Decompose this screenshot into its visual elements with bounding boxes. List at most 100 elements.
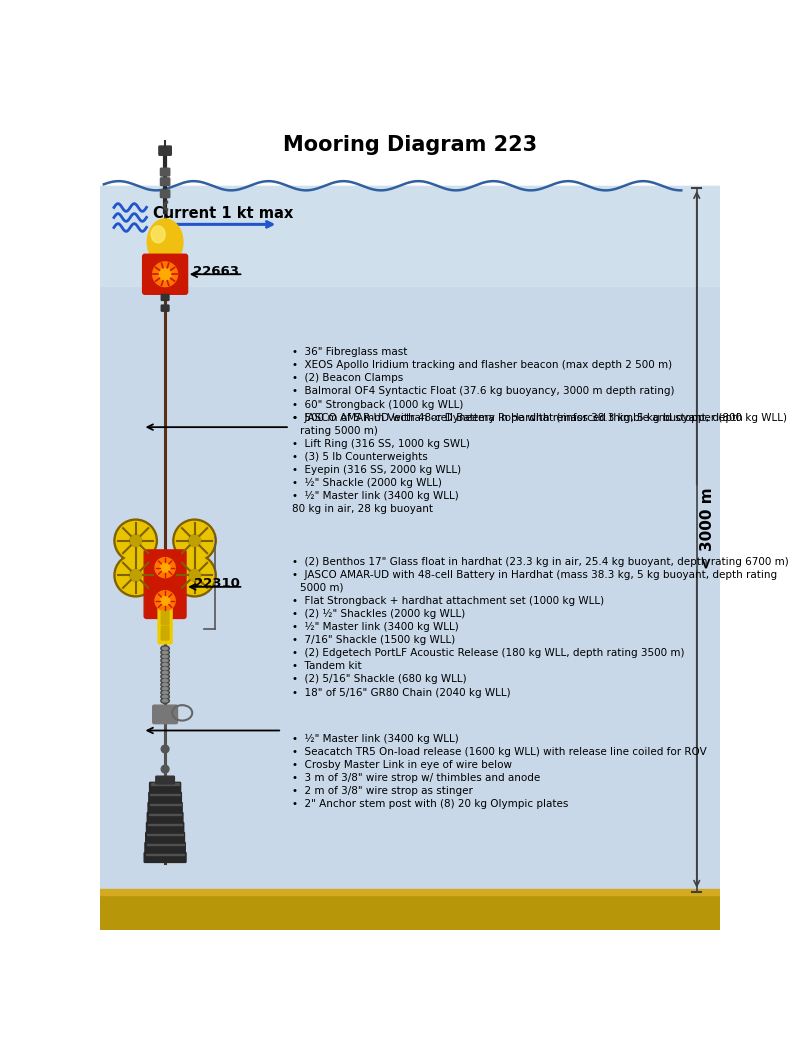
- Ellipse shape: [161, 678, 170, 683]
- Text: •  ½" Shackle (2000 kg WLL): • ½" Shackle (2000 kg WLL): [292, 478, 442, 488]
- Bar: [150, 793, 180, 794]
- Text: •  ½" Master link (3400 kg WLL): • ½" Master link (3400 kg WLL): [292, 734, 459, 744]
- Circle shape: [116, 521, 155, 560]
- Circle shape: [159, 269, 171, 280]
- FancyBboxPatch shape: [146, 833, 185, 842]
- FancyBboxPatch shape: [162, 626, 169, 640]
- Ellipse shape: [161, 682, 170, 688]
- Text: 5000 m): 5000 m): [300, 583, 343, 593]
- Bar: [149, 813, 182, 815]
- Ellipse shape: [162, 651, 168, 653]
- Circle shape: [153, 262, 178, 286]
- Text: •  500 m of 5 mm Vectran or Dyneema Rope with reinforced thimble and stopper (80: • 500 m of 5 mm Vectran or Dyneema Rope …: [292, 413, 787, 423]
- Circle shape: [175, 556, 214, 595]
- Text: •  60" Strongback (1000 kg WLL): • 60" Strongback (1000 kg WLL): [292, 399, 463, 410]
- Circle shape: [155, 590, 175, 610]
- Circle shape: [161, 563, 170, 573]
- Ellipse shape: [162, 675, 168, 678]
- Text: •  (2) 5/16" Shackle (680 kg WLL): • (2) 5/16" Shackle (680 kg WLL): [292, 674, 467, 684]
- Text: •  Tandem kit: • Tandem kit: [292, 661, 362, 671]
- FancyBboxPatch shape: [156, 776, 174, 784]
- Bar: [100, 889, 720, 896]
- Text: •  XEOS Apollo Iridium tracking and flasher beacon (max depth 2 500 m): • XEOS Apollo Iridium tracking and flash…: [292, 361, 672, 370]
- Ellipse shape: [161, 654, 170, 659]
- Ellipse shape: [161, 694, 170, 699]
- Ellipse shape: [161, 657, 170, 664]
- Circle shape: [173, 519, 216, 562]
- Text: 22310: 22310: [194, 577, 239, 590]
- Bar: [148, 823, 182, 825]
- Text: •  ½" Master link (3400 kg WLL): • ½" Master link (3400 kg WLL): [292, 622, 459, 632]
- Circle shape: [155, 558, 175, 578]
- Ellipse shape: [162, 672, 168, 674]
- Text: •  (3) 5 lb Counterweights: • (3) 5 lb Counterweights: [292, 451, 428, 462]
- Ellipse shape: [162, 679, 168, 681]
- Ellipse shape: [162, 659, 168, 661]
- FancyBboxPatch shape: [148, 803, 182, 812]
- Ellipse shape: [161, 646, 170, 651]
- Text: •  7/16" Shackle (1500 kg WLL): • 7/16" Shackle (1500 kg WLL): [292, 635, 455, 645]
- Text: Current 1 kt max: Current 1 kt max: [153, 206, 293, 220]
- Ellipse shape: [162, 696, 168, 698]
- FancyBboxPatch shape: [161, 178, 170, 186]
- FancyBboxPatch shape: [150, 783, 181, 792]
- Bar: [100, 186, 720, 286]
- Circle shape: [116, 556, 155, 595]
- Ellipse shape: [161, 698, 170, 703]
- Ellipse shape: [162, 647, 168, 650]
- Bar: [100, 890, 720, 930]
- Bar: [146, 854, 185, 855]
- FancyBboxPatch shape: [159, 146, 171, 156]
- FancyBboxPatch shape: [153, 705, 178, 723]
- FancyBboxPatch shape: [162, 610, 169, 625]
- Ellipse shape: [161, 674, 170, 679]
- Ellipse shape: [161, 670, 170, 675]
- Circle shape: [188, 570, 201, 581]
- FancyBboxPatch shape: [161, 168, 170, 176]
- Circle shape: [173, 554, 216, 597]
- FancyBboxPatch shape: [144, 550, 186, 585]
- Text: •  (2) Edgetech PortLF Acoustic Release (180 kg WLL, depth rating 3500 m): • (2) Edgetech PortLF Acoustic Release (…: [292, 648, 685, 658]
- Bar: [100, 186, 720, 893]
- Ellipse shape: [161, 650, 170, 655]
- Ellipse shape: [162, 683, 168, 686]
- Text: •  Lift Ring (316 SS, 1000 kg SWL): • Lift Ring (316 SS, 1000 kg SWL): [292, 439, 470, 448]
- Ellipse shape: [161, 661, 170, 668]
- Bar: [151, 784, 179, 785]
- Text: •  Flat Strongback + hardhat attachment set (1000 kg WLL): • Flat Strongback + hardhat attachment s…: [292, 596, 604, 606]
- Circle shape: [114, 554, 158, 597]
- Text: < 3000 m: < 3000 m: [700, 487, 715, 568]
- Circle shape: [162, 745, 169, 752]
- Ellipse shape: [162, 692, 168, 694]
- FancyBboxPatch shape: [158, 607, 172, 628]
- Text: •  Eyepin (316 SS, 2000 kg WLL): • Eyepin (316 SS, 2000 kg WLL): [292, 465, 462, 475]
- Ellipse shape: [162, 688, 168, 690]
- Text: •  (2) ½" Shackles (2000 kg WLL): • (2) ½" Shackles (2000 kg WLL): [292, 609, 466, 619]
- Circle shape: [175, 521, 214, 560]
- FancyBboxPatch shape: [145, 842, 186, 853]
- Ellipse shape: [151, 226, 165, 242]
- FancyBboxPatch shape: [162, 295, 169, 301]
- Ellipse shape: [147, 219, 183, 265]
- Circle shape: [161, 596, 170, 605]
- Bar: [150, 804, 181, 805]
- Text: •  2" Anchor stem post with (8) 20 kg Olympic plates: • 2" Anchor stem post with (8) 20 kg Oly…: [292, 799, 569, 809]
- Ellipse shape: [161, 690, 170, 695]
- Text: •  36" Fibreglass mast: • 36" Fibreglass mast: [292, 347, 407, 357]
- Text: •  JASCO AMAR-UD with 48-cell Battery in Hardhat (mass 38.3 kg, 5 kg buoyant, de: • JASCO AMAR-UD with 48-cell Battery in …: [292, 413, 743, 422]
- Text: 80 kg in air, 28 kg buoyant: 80 kg in air, 28 kg buoyant: [292, 505, 434, 514]
- Text: Mooring Diagram 223: Mooring Diagram 223: [283, 135, 537, 155]
- Ellipse shape: [161, 666, 170, 671]
- Text: •  18" of 5/16" GR80 Chain (2040 kg WLL): • 18" of 5/16" GR80 Chain (2040 kg WLL): [292, 688, 511, 697]
- Bar: [146, 843, 184, 844]
- FancyBboxPatch shape: [144, 583, 186, 619]
- Text: rating 5000 m): rating 5000 m): [300, 425, 378, 436]
- Text: •  3 m of 3/8" wire strop w/ thimbles and anode: • 3 m of 3/8" wire strop w/ thimbles and…: [292, 773, 541, 783]
- Text: 22663: 22663: [194, 264, 239, 278]
- Ellipse shape: [162, 664, 168, 666]
- Bar: [100, 125, 720, 186]
- FancyBboxPatch shape: [158, 622, 172, 644]
- FancyBboxPatch shape: [149, 792, 182, 803]
- Text: •  2 m of 3/8" wire strop as stinger: • 2 m of 3/8" wire strop as stinger: [292, 786, 473, 796]
- Text: •  (2) Benthos 17" Glass float in hardhat (23.3 kg in air, 25.4 kg buoyant, dept: • (2) Benthos 17" Glass float in hardhat…: [292, 557, 789, 566]
